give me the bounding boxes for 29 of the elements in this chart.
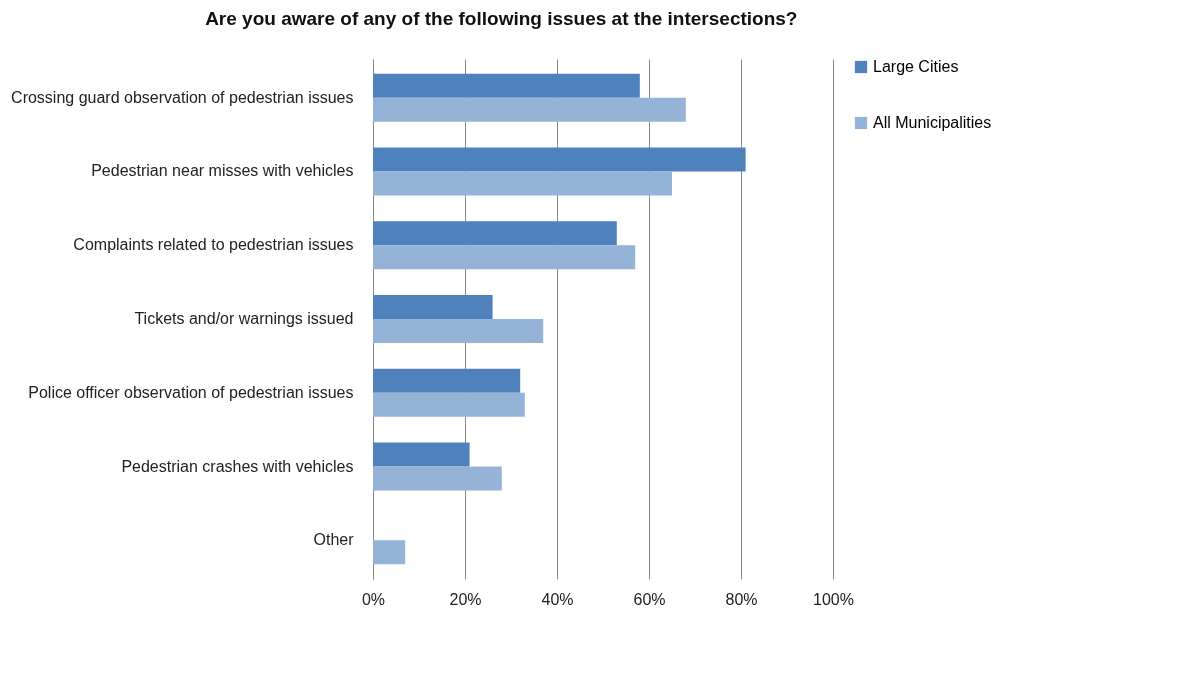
x-tick-label: 40%	[541, 590, 574, 608]
y-tick-label: Complaints related to pedestrian issues	[73, 236, 354, 254]
bar	[373, 319, 544, 343]
bar	[373, 97, 686, 122]
x-tick-label: 20%	[449, 590, 482, 608]
bar	[373, 540, 406, 565]
bar	[373, 295, 493, 319]
y-tick-label: Other	[313, 531, 355, 549]
x-tick-label: 80%	[725, 590, 758, 608]
bar	[373, 466, 502, 491]
bar	[373, 245, 636, 270]
bar	[373, 368, 521, 393]
y-tick-label: Pedestrian crashes with vehicles	[121, 457, 354, 475]
chart-title: Are you aware of any of the following issues at the intersections?	[205, 8, 798, 29]
y-tick-label: Police officer observation of pedestrian issues	[28, 383, 354, 401]
bar	[373, 171, 672, 196]
x-tick-label: 60%	[633, 590, 666, 608]
y-tick-label: Tickets and/or warnings issued	[134, 310, 354, 327]
x-tick-label: 100%	[813, 590, 854, 608]
bar	[373, 442, 470, 467]
bar	[373, 147, 746, 172]
y-tick-label: Pedestrian near misses with vehicles	[91, 162, 354, 180]
x-tick-label: 0%	[361, 590, 386, 608]
legend-label: Large Cities	[873, 58, 959, 75]
bar	[373, 221, 617, 246]
bar	[373, 392, 525, 417]
legend-label: All Municipalities	[873, 114, 992, 131]
y-tick-label: Crossing guard observation of pedestrian issues	[11, 88, 354, 106]
bar	[373, 73, 640, 98]
